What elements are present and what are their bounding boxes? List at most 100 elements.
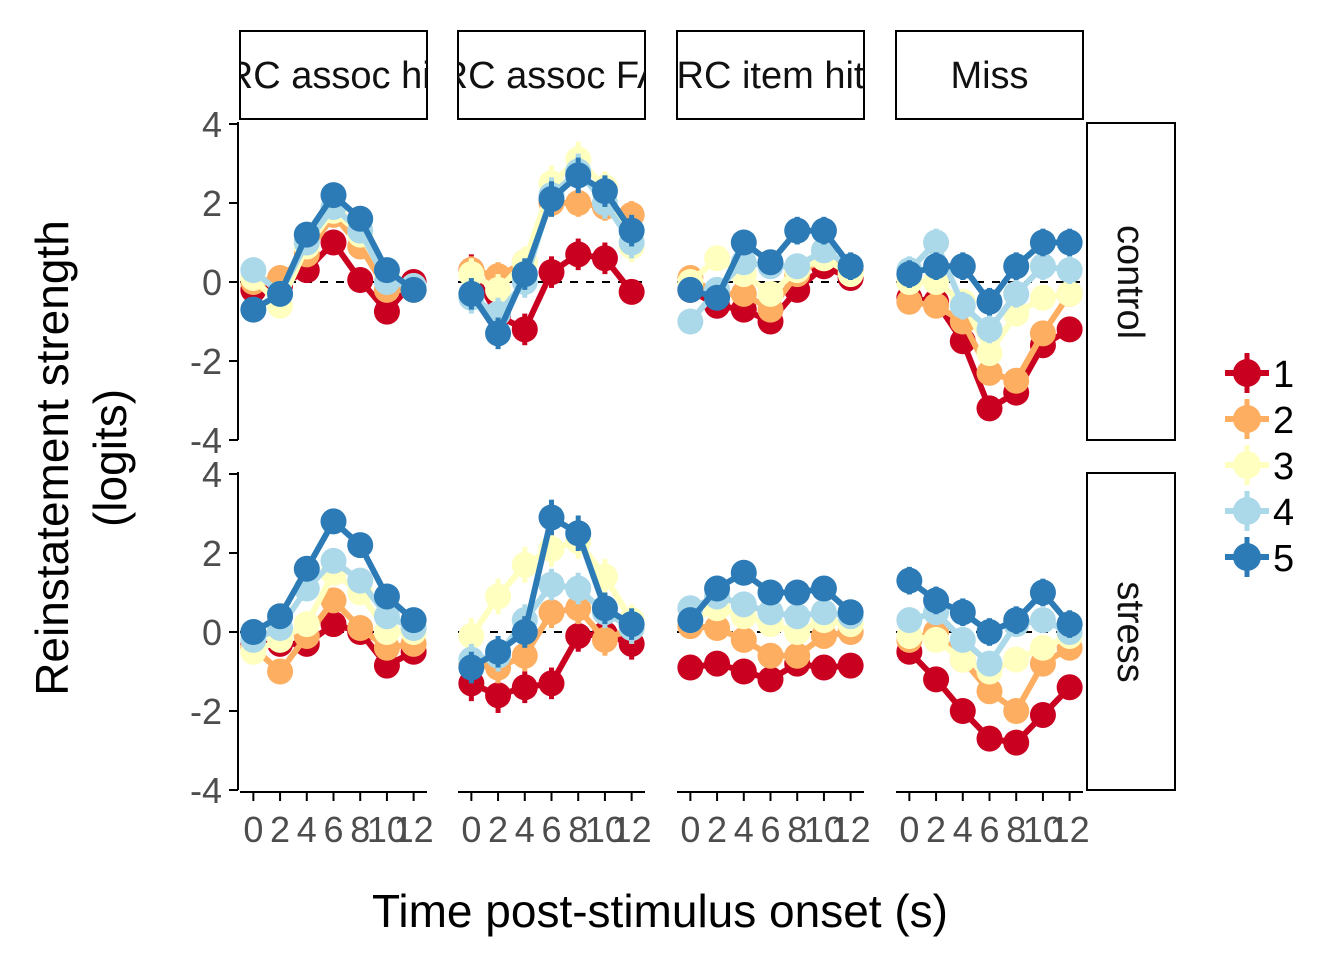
data-point (1003, 367, 1030, 394)
data-point (677, 276, 704, 303)
series-5 (677, 559, 864, 634)
data-point (267, 280, 294, 307)
facet-panel (896, 228, 1083, 422)
data-point (511, 674, 538, 701)
data-point (511, 261, 538, 288)
facet-panel (458, 499, 645, 713)
x-tick-label: 8 (350, 809, 370, 850)
data-point (1056, 674, 1083, 701)
x-tick-label: 4 (515, 809, 535, 850)
data-point (565, 575, 592, 602)
data-point (976, 619, 1003, 645)
data-point (923, 229, 950, 256)
y-tick-label: 4 (202, 454, 222, 495)
column-strip-box (676, 30, 865, 120)
column-strip-label: RC item hit (677, 55, 865, 97)
data-point (677, 308, 704, 335)
data-point (757, 642, 784, 669)
data-point (373, 583, 400, 610)
series-5 (458, 499, 645, 684)
x-tick-label: 10 (804, 809, 844, 850)
data-point (591, 626, 618, 653)
y-tick-label: -2 (190, 691, 222, 732)
x-tick-label: 6 (979, 809, 999, 850)
data-point (923, 292, 950, 319)
data-point (347, 567, 374, 594)
data-point (704, 650, 731, 677)
row-strip-label: stress (1109, 581, 1151, 682)
data-point (677, 607, 704, 634)
data-point (458, 622, 485, 649)
data-point (976, 725, 1003, 752)
x-tick-label: 4 (297, 809, 317, 850)
data-point (704, 245, 731, 272)
data-point (730, 280, 757, 307)
x-tick-label: 0 (461, 809, 481, 850)
data-point (1056, 611, 1083, 638)
data-point (511, 316, 538, 343)
data-point (591, 595, 618, 622)
data-point (485, 276, 512, 303)
series-5 (458, 157, 645, 350)
data-point (347, 205, 374, 232)
data-point (976, 316, 1003, 343)
data-point (730, 591, 757, 618)
data-point (458, 280, 485, 307)
data-point (1029, 229, 1056, 256)
data-point (730, 229, 757, 256)
y-axis-title-line1: Reinstatement strength (26, 220, 78, 696)
y-axis-title-line2: (logits) (84, 389, 136, 527)
legend-key-point (1233, 497, 1261, 525)
x-tick-label: 12 (1050, 809, 1090, 850)
x-tick-label: 12 (612, 809, 652, 850)
facet-panel (896, 566, 1083, 756)
data-point (538, 504, 565, 531)
column-strip-label: RC assoc hit (226, 55, 442, 97)
data-point (320, 229, 347, 256)
data-point (373, 652, 400, 679)
data-point (400, 607, 427, 634)
data-point (618, 217, 645, 244)
data-point (810, 599, 837, 626)
x-tick-label: 0 (243, 809, 263, 850)
data-point (240, 619, 267, 645)
facet-panel (677, 216, 864, 335)
data-point (730, 658, 757, 685)
legend-key-point (1233, 405, 1261, 433)
y-tick-label: -4 (190, 770, 222, 811)
data-point (1029, 607, 1056, 634)
data-point (976, 340, 1003, 367)
series-5 (240, 508, 427, 645)
data-point (949, 698, 976, 724)
data-point (373, 298, 400, 325)
data-point (320, 182, 347, 209)
data-point (949, 253, 976, 280)
data-point (240, 257, 267, 284)
series-5 (896, 566, 1083, 646)
data-point (458, 654, 485, 681)
series-5 (677, 216, 864, 311)
data-point (730, 626, 757, 653)
data-point (511, 642, 538, 669)
column-strip-label: Miss (950, 55, 1028, 97)
data-point (618, 611, 645, 638)
x-tick-label: 8 (1006, 809, 1026, 850)
data-point (896, 261, 923, 288)
x-tick-label: 2 (270, 809, 290, 850)
x-tick-label: 2 (707, 809, 727, 850)
data-point (949, 599, 976, 626)
column-strip: RC assoc hit (226, 30, 442, 120)
data-point (293, 221, 320, 248)
legend-label: 5 (1273, 538, 1294, 580)
data-point (1056, 316, 1083, 343)
data-point (485, 682, 512, 709)
column-strip: Miss (895, 30, 1084, 120)
data-point (1003, 280, 1030, 307)
data-point (347, 615, 374, 642)
data-point (347, 267, 374, 294)
x-tick-label: 0 (680, 809, 700, 850)
data-point (757, 599, 784, 626)
